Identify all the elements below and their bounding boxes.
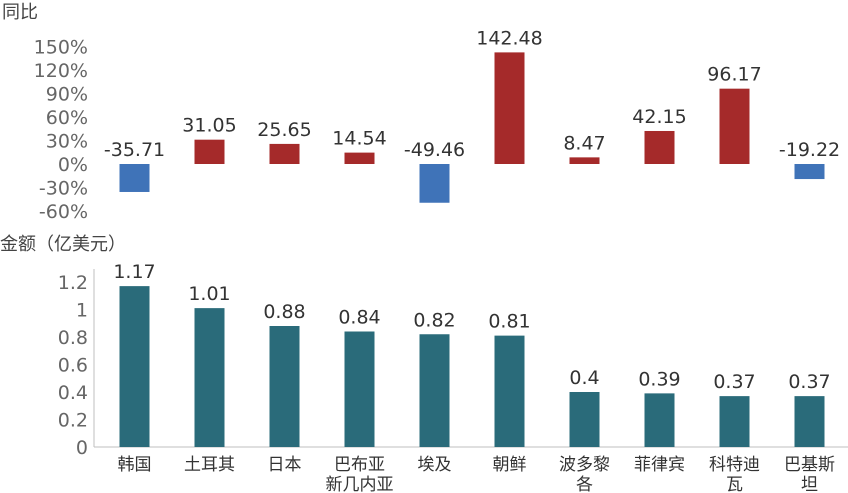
yoy-bar xyxy=(344,152,375,164)
top-y-tick-label: -60% xyxy=(39,201,88,223)
top-y-tick-label: 120% xyxy=(34,60,88,82)
bottom-y-tick-label: 0.4 xyxy=(58,382,88,404)
amount-bar xyxy=(119,286,150,447)
amount-data-label: 0.37 xyxy=(713,371,755,393)
bottom-y-tick-label: 0.6 xyxy=(58,355,88,377)
yoy-bar xyxy=(719,88,750,164)
category-label: 埃及 xyxy=(418,455,452,475)
category-label: 科特迪 xyxy=(709,455,760,475)
amount-data-label: 1.01 xyxy=(188,283,230,305)
bottom-y-tick-label: 0.8 xyxy=(58,327,88,349)
amount-bar xyxy=(194,308,225,447)
yoy-data-label: 8.47 xyxy=(563,132,605,154)
category-label: 瓦 xyxy=(726,475,743,493)
yoy-bar xyxy=(194,139,225,164)
category-label: 波多黎 xyxy=(559,455,610,475)
yoy-data-label: 31.05 xyxy=(182,115,236,137)
category-label: 朝鲜 xyxy=(493,455,527,475)
yoy-bar xyxy=(569,157,600,164)
amount-bar xyxy=(719,396,750,447)
amount-data-label: 0.4 xyxy=(569,367,599,389)
amount-data-label: 0.39 xyxy=(638,368,680,390)
top-y-tick-label: 60% xyxy=(46,107,88,129)
amount-data-label: 0.82 xyxy=(413,309,455,331)
category-label: 土耳其 xyxy=(184,455,235,475)
yoy-data-label: 142.48 xyxy=(476,27,542,49)
top-y-tick-label: -30% xyxy=(39,178,88,200)
yoy-data-label: 14.54 xyxy=(332,128,386,150)
category-label: 坦 xyxy=(801,475,818,493)
amount-bar xyxy=(494,335,525,447)
category-label: 各 xyxy=(576,475,593,493)
yoy-data-label: -49.46 xyxy=(404,139,465,161)
amount-bar xyxy=(569,392,600,447)
category-label: 菲律宾 xyxy=(634,455,685,475)
amount-data-label: 1.17 xyxy=(113,261,155,283)
top-y-tick-label: 150% xyxy=(34,37,88,59)
top-y-tick-label: 90% xyxy=(46,84,88,106)
yoy-data-label: 96.17 xyxy=(707,64,761,86)
category-label: 日本 xyxy=(268,455,302,475)
yoy-bar xyxy=(119,164,150,192)
yoy-bar xyxy=(794,164,825,180)
bottom-y-axis-title: 金额（亿美元） xyxy=(0,234,126,255)
yoy-bar xyxy=(419,164,450,203)
yoy-data-label: 25.65 xyxy=(257,119,311,141)
amount-data-label: 0.37 xyxy=(788,371,830,393)
top-y-axis-title: 同比 xyxy=(2,2,38,23)
amount-bar xyxy=(419,334,450,447)
amount-bar xyxy=(269,326,300,447)
amount-data-label: 0.88 xyxy=(263,301,305,323)
amount-bar xyxy=(644,393,675,447)
bottom-y-tick-label: 1.2 xyxy=(58,272,88,294)
amount-data-label: 0.81 xyxy=(488,311,530,333)
yoy-data-label: -19.22 xyxy=(779,139,840,161)
category-label: 新几内亚 xyxy=(326,475,394,493)
yoy-data-label: 42.15 xyxy=(632,106,686,128)
bottom-y-tick-label: 1 xyxy=(76,300,88,322)
yoy-bar xyxy=(269,143,300,164)
amount-data-label: 0.84 xyxy=(338,307,380,329)
bottom-y-tick-label: 0.2 xyxy=(58,410,88,432)
amount-bar xyxy=(794,396,825,447)
category-label: 韩国 xyxy=(118,455,152,475)
category-label: 巴布亚 xyxy=(334,455,385,475)
yoy-data-label: -35.71 xyxy=(104,139,165,161)
yoy-bar xyxy=(494,52,525,164)
amount-bar xyxy=(344,331,375,447)
yoy-bar xyxy=(644,130,675,164)
top-y-tick-label: 0% xyxy=(58,154,88,176)
bottom-y-tick-label: 0 xyxy=(76,437,88,459)
top-y-tick-label: 30% xyxy=(46,131,88,153)
category-label: 巴基斯 xyxy=(784,455,835,475)
